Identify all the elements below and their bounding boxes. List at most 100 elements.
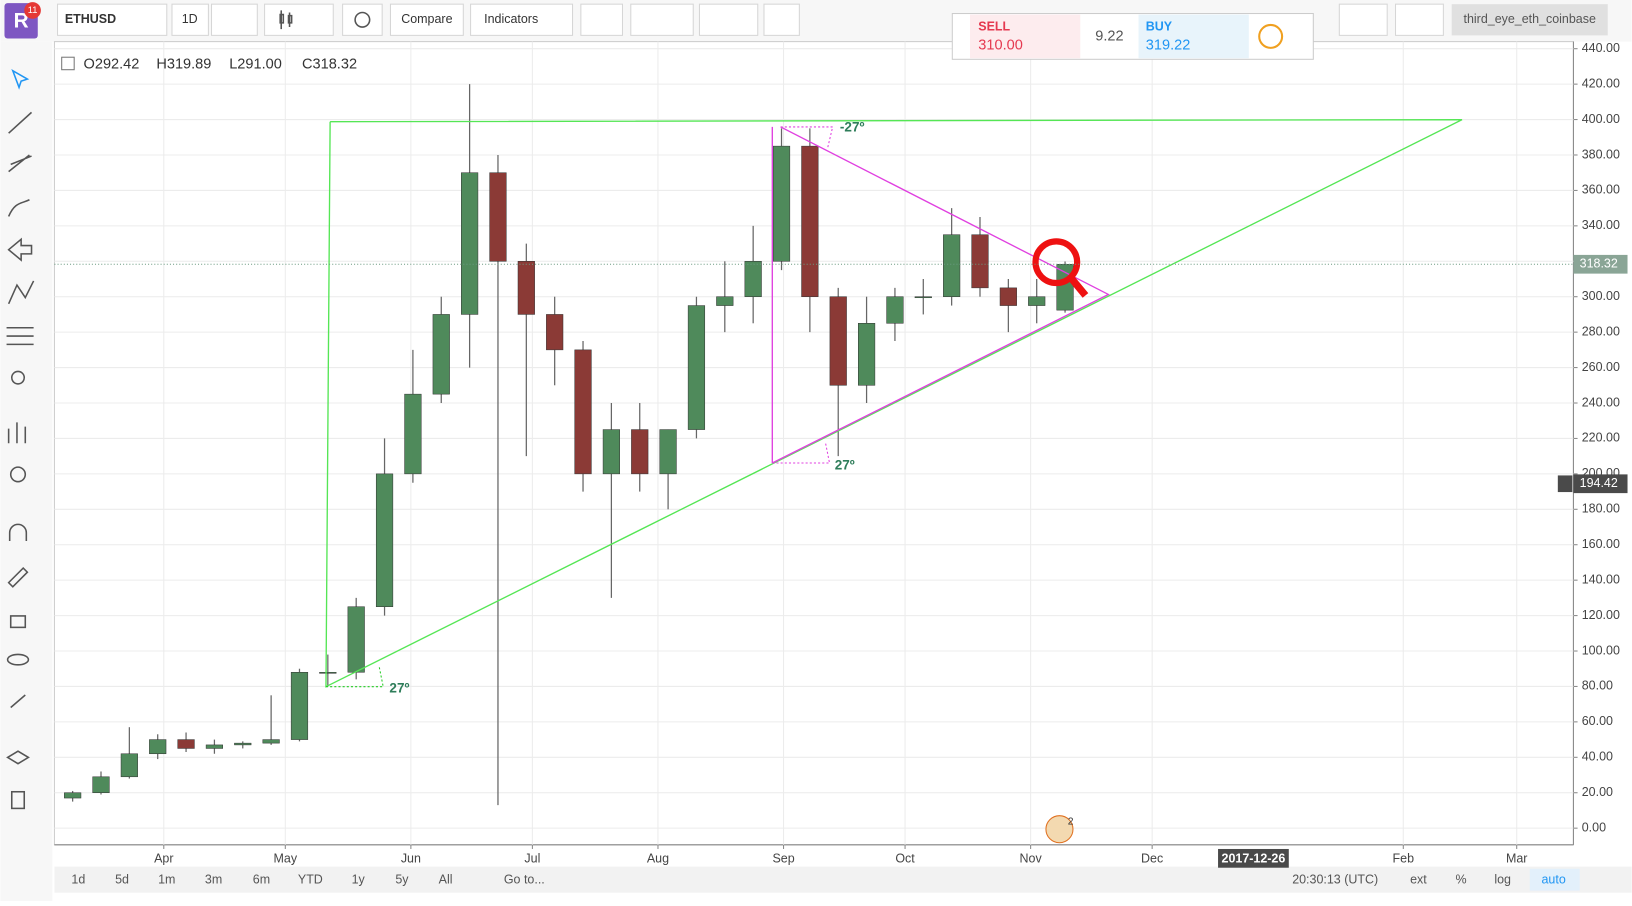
candle-body bbox=[772, 145, 791, 262]
toggle-button[interactable]: auto bbox=[1542, 872, 1566, 886]
y-tick-label: 120.00 bbox=[1582, 608, 1620, 622]
trendline-tool[interactable] bbox=[8, 111, 33, 134]
interval: 1D bbox=[182, 12, 198, 26]
interval-box[interactable] bbox=[171, 3, 209, 36]
candle-body bbox=[829, 296, 847, 386]
alert-button[interactable] bbox=[580, 3, 624, 36]
goto[interactable]: Go to... bbox=[504, 872, 545, 886]
range-button[interactable]: 5y bbox=[395, 872, 409, 886]
candle-body bbox=[149, 739, 167, 755]
cursor-tool[interactable] bbox=[11, 68, 30, 90]
interval-menu[interactable] bbox=[210, 3, 258, 36]
left-toolbar bbox=[0, 41, 53, 901]
gear-icon bbox=[354, 11, 371, 28]
candle-body bbox=[857, 323, 876, 386]
magnet-tool[interactable] bbox=[8, 523, 28, 542]
toggle-active bbox=[1529, 868, 1580, 891]
range-button[interactable]: All bbox=[439, 872, 453, 886]
y-tick-label: 380.00 bbox=[1582, 147, 1620, 161]
x-tick-label: Jul bbox=[524, 852, 540, 866]
y-tick-label: 400.00 bbox=[1582, 112, 1620, 126]
ideas-button[interactable] bbox=[630, 3, 694, 36]
measure-tool[interactable] bbox=[7, 422, 27, 444]
y-tick-label: 20.00 bbox=[1582, 785, 1613, 799]
candle-body bbox=[205, 744, 224, 749]
lock-draw-tool[interactable] bbox=[7, 566, 29, 588]
lock-tool[interactable] bbox=[9, 615, 27, 629]
y-tick-label: 440.00 bbox=[1582, 41, 1620, 55]
last-price-box bbox=[1573, 254, 1628, 274]
pattern-tool[interactable] bbox=[7, 280, 35, 305]
channel-tool[interactable] bbox=[8, 154, 32, 173]
x-tick-label: Sep bbox=[772, 852, 794, 866]
candle-body bbox=[546, 314, 564, 351]
info-icon[interactable] bbox=[1258, 23, 1284, 49]
range-button[interactable]: YTD bbox=[298, 872, 323, 886]
drawings: -27º 27º 27º 2 bbox=[325, 118, 1463, 844]
compare-label: Compare bbox=[401, 12, 452, 26]
crosshair-price-box bbox=[1573, 474, 1628, 494]
angle-label: -27º bbox=[840, 120, 865, 135]
link-tool[interactable] bbox=[10, 694, 26, 709]
sell-button[interactable] bbox=[969, 14, 1081, 59]
layers-tool[interactable] bbox=[6, 750, 30, 765]
indicators-label: Indicators bbox=[484, 12, 538, 26]
settings[interactable] bbox=[342, 3, 383, 36]
toggle-button[interactable]: log bbox=[1494, 872, 1511, 886]
compare-button[interactable] bbox=[389, 3, 464, 36]
angle-marker bbox=[772, 126, 834, 464]
events-icon[interactable] bbox=[1045, 815, 1074, 844]
candle-body bbox=[886, 296, 904, 324]
legend-open: O292.42 bbox=[84, 56, 140, 72]
legend-toggle[interactable] bbox=[61, 56, 75, 71]
x-tick-label: Nov bbox=[1020, 852, 1043, 866]
candle-body bbox=[234, 742, 252, 746]
symbol-box[interactable] bbox=[57, 3, 168, 36]
candle-body bbox=[687, 305, 706, 430]
y-tick-label: 360.00 bbox=[1582, 183, 1620, 197]
candle-body bbox=[432, 314, 450, 395]
zoom-tool[interactable] bbox=[10, 370, 26, 385]
candle-body bbox=[1056, 263, 1074, 311]
y-tick-label: 0.00 bbox=[1582, 820, 1606, 834]
zoom-in-tool[interactable] bbox=[9, 466, 27, 483]
buy-button[interactable] bbox=[1138, 14, 1249, 59]
arrow-tool[interactable] bbox=[7, 237, 33, 262]
range-button[interactable]: 3m bbox=[205, 872, 222, 886]
buy-price: 319.22 bbox=[1146, 38, 1191, 54]
legend-high: H319.89 bbox=[156, 56, 211, 72]
clock: 20:30:13 (UTC) bbox=[1292, 872, 1378, 886]
save-layout[interactable] bbox=[1394, 3, 1444, 36]
badge bbox=[24, 2, 41, 19]
y-tick-label: 280.00 bbox=[1582, 324, 1620, 338]
y-tick-label: 140.00 bbox=[1582, 572, 1620, 586]
indicators-button[interactable] bbox=[470, 3, 574, 36]
candle-body bbox=[744, 261, 762, 297]
visibility-tool[interactable] bbox=[6, 653, 30, 666]
candle-body bbox=[290, 672, 309, 740]
y-tick-label: 180.00 bbox=[1582, 502, 1620, 516]
range-button[interactable]: 1y bbox=[352, 872, 366, 886]
trash-tool[interactable] bbox=[10, 790, 26, 810]
x-tick-label: Dec bbox=[1141, 852, 1163, 866]
range-button[interactable]: 6m bbox=[253, 872, 270, 886]
range-button[interactable]: 1d bbox=[71, 872, 85, 886]
undo-redo[interactable] bbox=[698, 3, 759, 36]
range-button[interactable]: 5d bbox=[115, 872, 129, 886]
angle-marker bbox=[325, 665, 384, 688]
crosshair-add[interactable] bbox=[1557, 475, 1573, 493]
fullscreen[interactable] bbox=[763, 3, 800, 36]
candle-body bbox=[517, 261, 535, 315]
bottom-bar bbox=[54, 866, 1632, 893]
x-tick-label: Aug bbox=[647, 852, 669, 866]
fib-tool[interactable] bbox=[6, 326, 34, 346]
chart-style[interactable] bbox=[264, 3, 334, 36]
account-box[interactable] bbox=[1451, 4, 1608, 36]
candle-body bbox=[404, 393, 422, 475]
toggle-button[interactable]: ext bbox=[1410, 872, 1427, 886]
magenta-triangle bbox=[771, 126, 1110, 464]
brush-tool[interactable] bbox=[7, 199, 30, 217]
toggle-button[interactable]: % bbox=[1456, 872, 1467, 886]
range-button[interactable]: 1m bbox=[158, 872, 175, 886]
load-layout[interactable] bbox=[1338, 3, 1388, 36]
